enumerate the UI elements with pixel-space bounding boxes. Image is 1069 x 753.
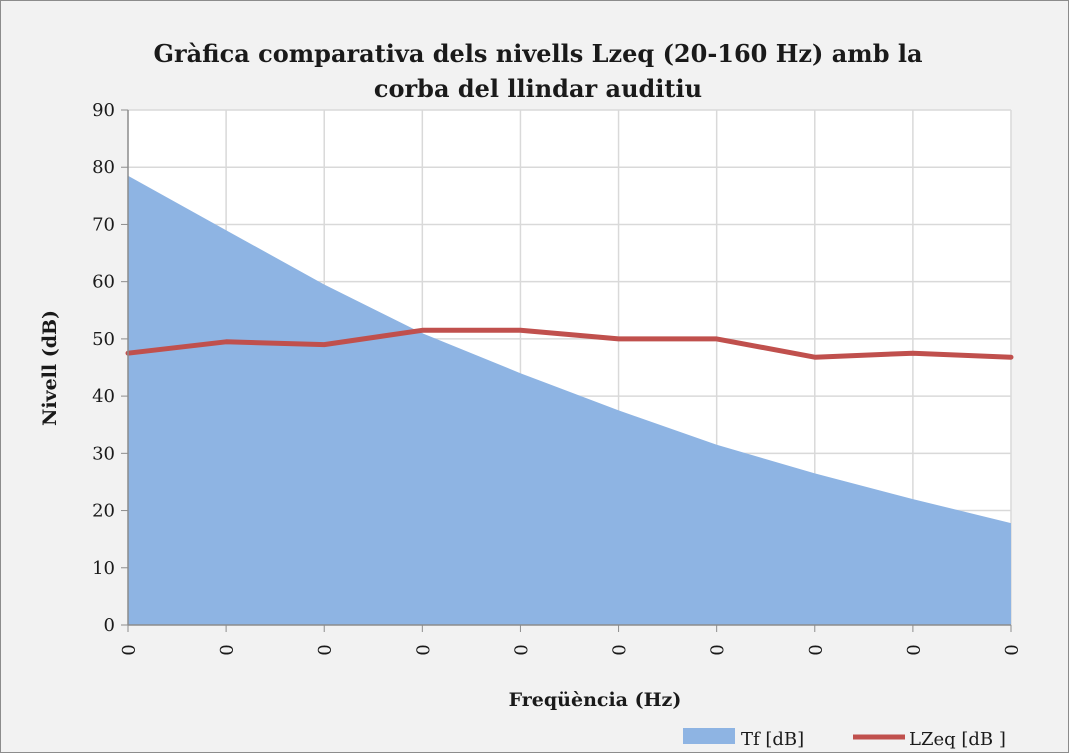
series-layer [125,175,1014,626]
x-tick-label: 0 [117,644,138,655]
legend-label-tf: Tf [dB] [741,729,804,750]
x-tick-label: 0 [1000,644,1021,655]
x-tick-label: 0 [313,644,334,655]
x-tick-label: 0 [509,644,530,655]
y-tick-label: 60 [92,272,115,293]
x-tick-label: 0 [411,644,432,655]
legend-label-lzeq: LZeq [dB ] [909,729,1006,750]
y-tick-label: 10 [92,558,115,579]
y-tick-label: 40 [92,386,115,407]
legend: Tf [dB] LZeq [dB ] [683,728,1006,750]
y-tick-label: 50 [92,329,115,350]
series-tf-area [128,175,1011,626]
x-tick-label: 0 [804,644,825,655]
x-tick-label: 0 [706,644,727,655]
y-tick-label: 80 [92,157,115,178]
y-axis-title: Nivell (dB) [39,310,61,426]
y-tick-label: 20 [92,501,115,522]
chart-title-line-2: corba del llindar auditiu [374,74,702,103]
series-lzeq-line [125,327,1014,360]
x-tick-label: 0 [215,644,236,655]
y-tick-label: 30 [92,443,115,464]
y-tick-label: 90 [92,100,115,121]
y-tick-label: 0 [104,615,115,636]
x-tick-label: 0 [902,644,923,655]
y-tick-label: 70 [92,214,115,235]
chart-title-line-1: Gràfica comparativa dels nivells Lzeq (2… [153,39,922,68]
x-tick-labels: 0 0 0 0 0 0 0 0 0 0 [117,644,1021,655]
legend-swatch-tf [683,728,735,744]
y-tick-labels: 0 10 20 30 40 50 60 70 80 90 [92,100,115,636]
axes [121,109,1012,632]
x-axis-title: Freqüència (Hz) [509,689,682,711]
x-tick-label: 0 [608,644,629,655]
